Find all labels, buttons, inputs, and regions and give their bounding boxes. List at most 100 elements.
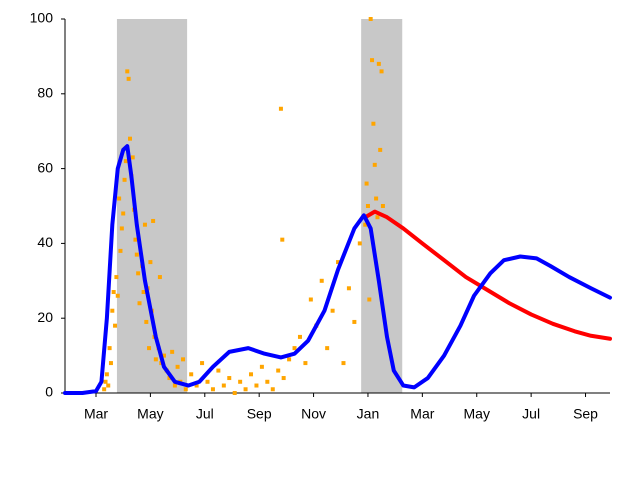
scatter-point (254, 383, 259, 388)
scatter-point (104, 372, 109, 377)
scatter-point (172, 383, 177, 388)
scatter-point (352, 319, 357, 324)
scatter-point (113, 323, 118, 328)
x-tick-label: May (137, 406, 163, 422)
scatter-point (103, 379, 108, 384)
scatter-point (119, 226, 124, 231)
scatter-point (375, 215, 380, 220)
x-tick-label: Sep (573, 406, 598, 422)
scatter-point (110, 308, 115, 313)
scatter-point (276, 368, 281, 373)
scatter-point (380, 204, 385, 208)
scatter-point (157, 275, 162, 280)
scatter-point (319, 278, 324, 283)
scatter-point (108, 361, 113, 366)
scatter-point (117, 196, 122, 201)
y-tick-label: 80 (37, 85, 53, 101)
scatter-point (144, 319, 149, 324)
shaded-region (116, 19, 188, 393)
scatter-point (374, 196, 379, 201)
scatter-point (372, 162, 377, 167)
scatter-point (341, 361, 346, 366)
scatter-point (205, 379, 210, 384)
scatter-point (142, 222, 147, 227)
scatter-point (161, 353, 166, 358)
scatter-point (189, 372, 194, 377)
scatter-point (297, 334, 302, 339)
scatter-point (133, 237, 138, 242)
scatter-point (371, 121, 376, 126)
scatter-point (148, 260, 153, 265)
scatter-point (270, 387, 275, 392)
scatter-point (367, 297, 372, 302)
scatter-point (121, 211, 126, 216)
scatter-point (292, 346, 297, 351)
scatter-point (125, 69, 130, 74)
scatter-point (200, 361, 205, 366)
scatter-point (364, 181, 369, 186)
scatter-point (115, 293, 120, 298)
scatter-point (107, 346, 112, 351)
y-tick-label: 40 (37, 234, 53, 250)
scatter-point (122, 177, 127, 182)
scatter-point (130, 155, 135, 160)
scatter-point (141, 290, 146, 295)
scatter-point (243, 387, 248, 392)
scatter-point (249, 372, 254, 377)
scatter-point (114, 275, 119, 280)
scatter-point (221, 383, 226, 388)
x-tick-label: Nov (301, 406, 326, 422)
x-tick-label: Jul (196, 406, 214, 422)
scatter-point (123, 159, 128, 164)
scatter-point (378, 147, 383, 152)
scatter-point (153, 357, 158, 362)
scatter-point (175, 364, 180, 369)
scatter-point (194, 383, 199, 388)
scatter-point (118, 248, 123, 253)
scatter-point (281, 376, 286, 381)
scatter-point (106, 383, 111, 388)
scatter-point (137, 301, 142, 306)
scatter-point (181, 357, 186, 362)
scatter-point (325, 346, 330, 351)
scatter-point (111, 290, 116, 295)
y-tick-label: 20 (37, 309, 53, 325)
scatter-point (127, 136, 132, 141)
y-tick-label: 60 (37, 159, 53, 175)
scatter-point (259, 364, 264, 369)
x-tick-label: Jan (357, 406, 380, 422)
line-series (363, 209, 612, 341)
scatter-point (303, 361, 308, 366)
scatter-point (238, 379, 243, 384)
scatter-point (102, 387, 107, 392)
scatter-point (147, 346, 152, 351)
scatter-point (265, 379, 270, 384)
line-series (63, 144, 612, 395)
scatter-point (210, 387, 215, 392)
scatter-point (368, 17, 373, 21)
scatter-point (134, 252, 139, 257)
scatter-point (376, 61, 381, 66)
scatter-point (363, 222, 368, 227)
x-tick-label: Sep (247, 406, 272, 422)
y-tick-label: 100 (30, 10, 54, 26)
scatter-point (379, 69, 384, 74)
scatter-point (126, 76, 131, 81)
scatter-point (280, 237, 285, 242)
scatter-point (278, 106, 283, 111)
x-tick-label: Mar (410, 406, 434, 422)
scatter-point (167, 376, 172, 381)
x-tick-label: May (464, 406, 490, 422)
scatter-point (370, 58, 375, 63)
scatter-point (170, 349, 175, 354)
scatter-point (183, 387, 188, 392)
scatter-point (336, 260, 341, 265)
scatter-point (151, 218, 156, 223)
scatter-point (308, 297, 313, 302)
scatter-point (346, 286, 351, 291)
scatter-point (287, 357, 292, 362)
scatter-point (365, 204, 370, 208)
scatter-point (227, 376, 232, 381)
scatter-point (232, 391, 237, 395)
